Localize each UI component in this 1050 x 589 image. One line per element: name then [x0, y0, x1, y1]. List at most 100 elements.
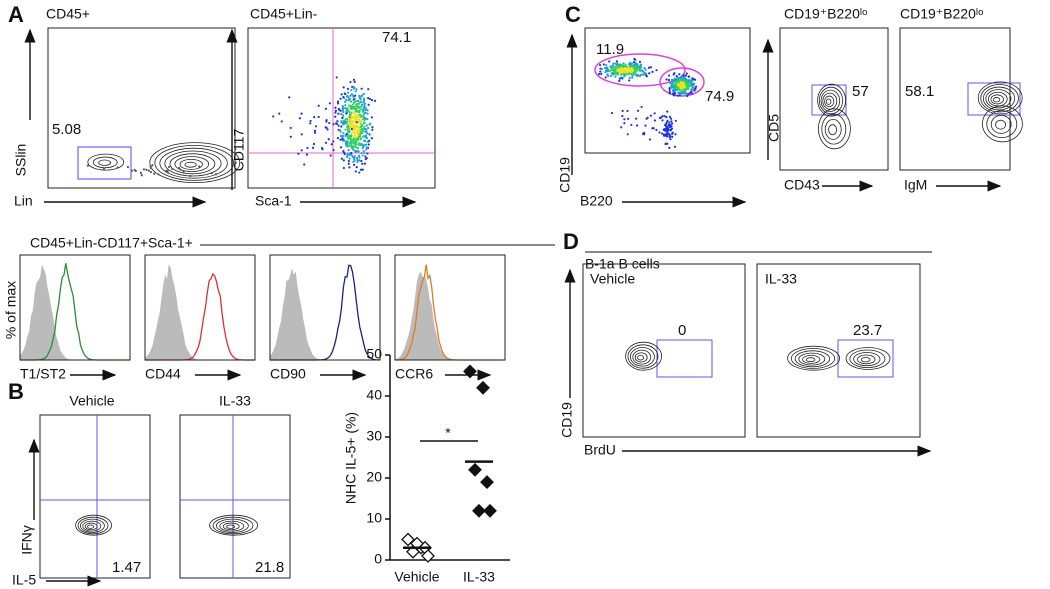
event-dot [621, 109, 624, 113]
event-dot [661, 119, 664, 122]
gate-value: 11.9 [596, 41, 624, 58]
event-dot [350, 139, 353, 142]
event-dot [317, 115, 320, 119]
event-dot [360, 151, 363, 155]
y-axis-label: IFNγ [19, 525, 35, 555]
event-dot [623, 64, 626, 68]
gate-value: 21.8 [255, 559, 284, 576]
gate-box [967, 82, 1021, 116]
event-dot [685, 81, 688, 84]
event-dot [363, 125, 366, 128]
plot-title: Vehicle [590, 271, 635, 287]
event-dot [692, 77, 695, 81]
contour [149, 142, 241, 184]
x-axis-label: IgM [904, 177, 927, 193]
event-dot [346, 127, 349, 131]
event-dot [631, 76, 634, 79]
gate-value: 1.47 [112, 559, 141, 576]
event-dot [667, 78, 671, 82]
event-dot [342, 166, 345, 170]
event-dot [674, 119, 677, 122]
event-dot [677, 80, 680, 83]
event-dot [179, 168, 182, 171]
event-dot [653, 112, 656, 115]
event-dot [665, 127, 668, 130]
event-dot [667, 123, 670, 126]
event-dot [364, 130, 367, 133]
gate-value: 58.1 [905, 83, 934, 100]
event-dot [679, 76, 682, 79]
contour [805, 357, 816, 363]
event-dot [340, 121, 343, 124]
event-dot [357, 138, 360, 142]
event-dot [664, 133, 668, 136]
event-dot [672, 85, 675, 89]
event-dot [606, 66, 609, 69]
data-point [476, 380, 490, 395]
event-dot [685, 72, 688, 75]
event-dot [690, 92, 693, 95]
event-dot [609, 65, 612, 68]
event-dot [692, 86, 695, 89]
event-dot [357, 130, 360, 134]
contour [845, 347, 891, 370]
y-axis-label: CD5 [766, 114, 782, 142]
event-dot [356, 126, 359, 129]
event-dot [130, 169, 133, 172]
y-axis-label: % of max [3, 281, 19, 339]
plot-frame [394, 254, 506, 361]
event-dot [364, 155, 367, 158]
event-dot [644, 68, 647, 71]
event-dot [348, 142, 351, 145]
event-dot [673, 79, 677, 82]
contour [159, 147, 228, 179]
event-dot [681, 87, 684, 90]
event-dot [345, 112, 348, 115]
event-dot [624, 70, 627, 73]
event-dot [363, 121, 366, 125]
event-dot [356, 133, 360, 136]
event-dot [368, 139, 371, 142]
event-dot [126, 166, 130, 169]
event-dot [354, 114, 357, 118]
event-dot [360, 105, 363, 108]
event-dot [354, 170, 357, 173]
event-dot [643, 133, 646, 136]
event-dot [313, 116, 316, 119]
event-dot [366, 112, 369, 115]
event-dot [339, 146, 343, 149]
event-dot [363, 119, 366, 122]
contour [986, 110, 1018, 138]
event-dot [343, 139, 346, 142]
event-dot [351, 105, 354, 108]
event-dot [351, 155, 354, 158]
event-dot [311, 146, 315, 149]
plot-frame [19, 254, 131, 361]
event-dot [673, 92, 676, 95]
event-dot [352, 98, 355, 101]
event-dot [664, 142, 667, 146]
event-dot [350, 153, 353, 156]
event-dot [350, 120, 353, 123]
event-dot [363, 102, 367, 105]
event-dot [620, 126, 623, 129]
event-dot [658, 116, 662, 120]
event-dot [312, 142, 316, 146]
event-dot [365, 137, 368, 140]
event-dot [365, 132, 369, 135]
isotype-histogram [270, 268, 380, 360]
event-dot [364, 108, 367, 111]
event-dot [356, 157, 359, 160]
event-dot [189, 174, 192, 178]
event-dot [320, 146, 324, 150]
event-dot [670, 117, 673, 120]
contour [75, 514, 112, 536]
event-dot [314, 125, 318, 128]
event-dot [347, 96, 350, 99]
event-dot [359, 138, 362, 141]
event-dot [597, 73, 601, 76]
event-dot [350, 93, 354, 96]
contour [824, 118, 842, 140]
contour [179, 158, 203, 170]
event-dot [328, 121, 331, 125]
